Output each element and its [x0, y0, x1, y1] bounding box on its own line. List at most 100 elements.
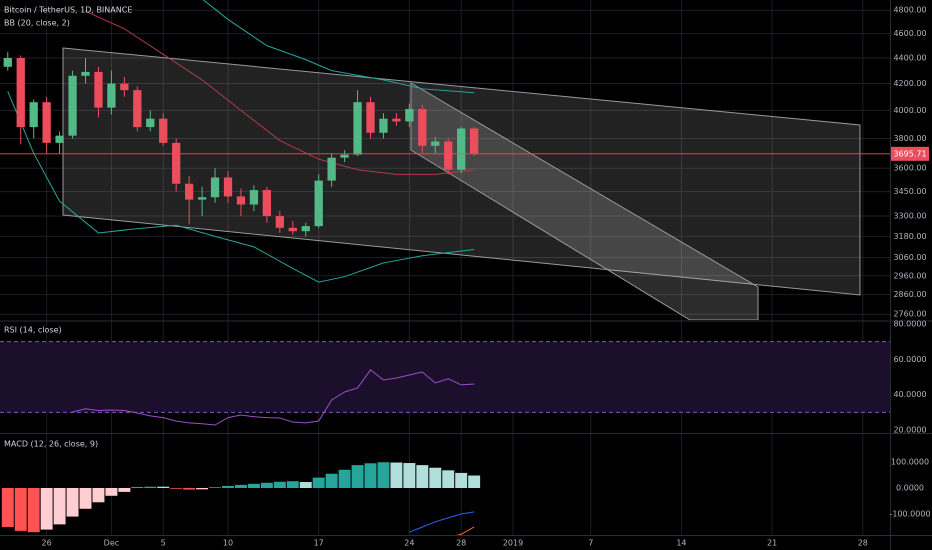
candle-body [327, 157, 336, 181]
candle-body [249, 190, 259, 205]
x-tick-label: 14 [676, 539, 686, 548]
histogram-bar [390, 462, 403, 488]
histogram-bar [325, 473, 338, 488]
marks: 3695.71 [0, 0, 929, 535]
histogram-bar [79, 487, 92, 509]
histogram-bar [455, 472, 468, 488]
histogram-bar [312, 477, 325, 488]
histogram-bar [260, 482, 273, 488]
signal-line [456, 526, 475, 535]
histogram-bar [196, 487, 209, 490]
histogram-bar [442, 470, 455, 488]
x-tick-label: 10 [223, 539, 233, 548]
histogram-bar [157, 486, 170, 488]
candle-body [3, 58, 12, 67]
histogram-bar [105, 487, 118, 496]
labels: Bitcoin / TetherUS, 1D, BINANCE BB (20, … [4, 6, 931, 548]
pane-title: RSI (14, close) [4, 326, 62, 335]
y-tick-label: 3060.00 [893, 253, 926, 262]
indicator-label: BB (20, close, 2) [4, 19, 70, 28]
candle-body [392, 118, 401, 122]
histogram-bar [170, 487, 183, 489]
bollinger-band [202, 0, 475, 94]
histogram-bar [131, 486, 144, 488]
candle-body [159, 118, 168, 143]
x-tick-label: 17 [314, 539, 324, 548]
candle-body [262, 190, 272, 217]
y-tick-label: 3600.00 [893, 164, 926, 173]
candle-body [68, 75, 77, 136]
x-tick-label: 5 [161, 539, 166, 548]
histogram-bar [364, 463, 377, 488]
x-tick-label: 24 [404, 539, 414, 548]
candle-body [366, 102, 375, 133]
y-tick-label: 4000.00 [893, 106, 926, 115]
candle-body [29, 102, 38, 128]
histogram-bar [273, 481, 286, 488]
histogram-bar [1, 487, 14, 527]
candle-body [107, 83, 116, 108]
rsi-line [72, 369, 475, 426]
histogram-bar [416, 465, 429, 488]
candle-body [94, 71, 103, 108]
histogram-bar [183, 487, 196, 490]
last-price-label: 3695.71 [893, 149, 926, 158]
last-price-tag [891, 146, 929, 161]
histogram-bar [144, 486, 157, 488]
y-tick-label: 3800.00 [893, 134, 926, 143]
histogram-bar [377, 462, 390, 488]
y-tick-label: 4200.00 [893, 79, 926, 88]
rsi-band [0, 341, 890, 413]
channel [410, 82, 759, 320]
candle-body [275, 216, 284, 228]
histogram-bar [53, 487, 66, 525]
x-tick-label: Dec [104, 539, 119, 548]
histogram-bar [247, 483, 260, 488]
histogram-bar [118, 487, 131, 492]
y-tick-label: 3300.00 [893, 212, 926, 221]
x-tick-label: 2019 [503, 539, 523, 548]
candle-body [379, 118, 388, 133]
y-tick-label: 4800.00 [893, 6, 926, 15]
candle-body [210, 177, 220, 198]
candle-body [340, 154, 349, 158]
bollinger-band [7, 91, 475, 283]
chart-title: Bitcoin / TetherUS, 1D, BINANCE [4, 6, 132, 15]
y-tick-label: 2860.00 [893, 290, 926, 299]
pane-title: MACD (12, 26, close, 9) [4, 440, 98, 449]
histogram-bar [27, 487, 40, 533]
histogram-bar [92, 487, 105, 503]
candle-body [353, 102, 362, 155]
x-tick-label: 7 [588, 539, 593, 548]
candle-body [288, 227, 297, 232]
candle-body [42, 102, 51, 143]
histogram-bar [234, 484, 247, 488]
candle-body [81, 71, 90, 76]
bollinger-band [85, 10, 475, 175]
candle-body [197, 197, 207, 200]
histogram-bar [351, 465, 364, 488]
candle-body [457, 128, 466, 170]
histogram-bar [66, 487, 79, 517]
candle-body [431, 141, 440, 146]
histogram-bar [40, 487, 53, 530]
x-tick-label: 28 [858, 539, 868, 548]
histogram-bar [209, 487, 222, 488]
y-tick-label: 3180.00 [893, 232, 926, 241]
candle-body [418, 108, 427, 146]
x-tick-label: 21 [767, 539, 777, 548]
y-tick-label: 2760.00 [893, 310, 926, 319]
candle-body [120, 83, 129, 91]
candle-body [223, 177, 233, 197]
histogram-bar [14, 487, 27, 531]
y-tick-label: 60.0000 [893, 355, 926, 364]
candle-body [16, 58, 25, 128]
candle-body [470, 128, 479, 154]
histogram-bar [403, 463, 416, 488]
y-tick-label: 40.0000 [893, 390, 926, 399]
y-tick-label: 100.0000 [891, 457, 929, 466]
y-tick-label: 2960.00 [893, 271, 926, 280]
candle-body [405, 108, 414, 122]
y-tick-label: 0.0000 [896, 483, 924, 492]
